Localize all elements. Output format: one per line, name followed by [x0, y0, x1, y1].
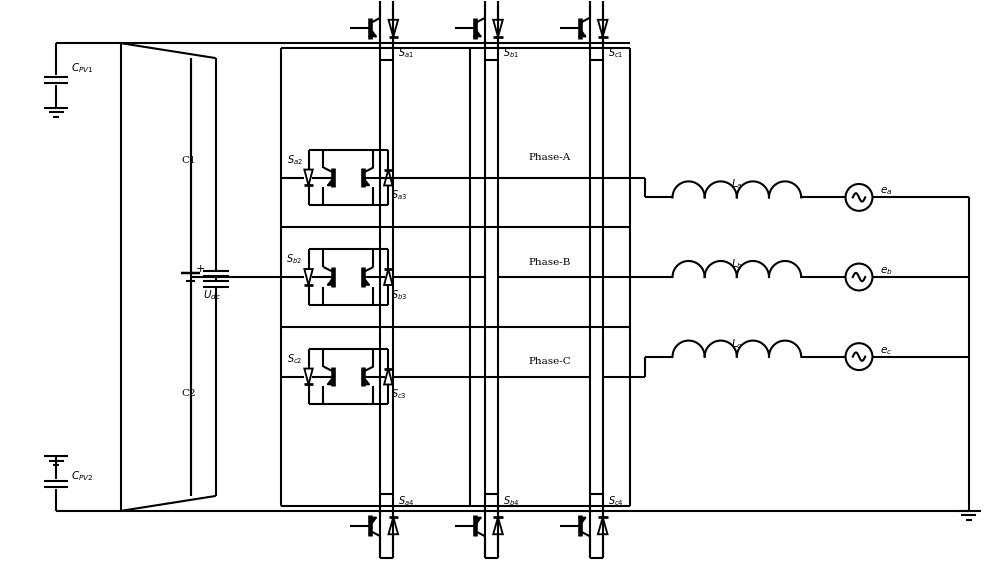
- Text: $L_b$: $L_b$: [731, 257, 743, 271]
- Text: $e_a$: $e_a$: [880, 185, 892, 197]
- Text: $S_{a1}$: $S_{a1}$: [398, 46, 414, 60]
- Text: $S_{b3}$: $S_{b3}$: [391, 288, 408, 302]
- Text: C2: C2: [181, 389, 196, 398]
- Text: $S_{c4}$: $S_{c4}$: [608, 494, 624, 508]
- Text: $S_{b1}$: $S_{b1}$: [503, 46, 519, 60]
- Text: $e_b$: $e_b$: [880, 265, 893, 277]
- Text: $C_{PV1}$: $C_{PV1}$: [71, 61, 94, 75]
- Text: $S_{a3}$: $S_{a3}$: [391, 188, 407, 202]
- Text: Phase-C: Phase-C: [528, 357, 571, 366]
- Text: $S_{c1}$: $S_{c1}$: [608, 46, 623, 60]
- Text: $S_{b2}$: $S_{b2}$: [286, 252, 303, 266]
- Text: Phase-A: Phase-A: [529, 153, 571, 162]
- Text: Phase-B: Phase-B: [529, 257, 571, 266]
- Text: C1: C1: [181, 156, 196, 165]
- Text: $S_{a4}$: $S_{a4}$: [398, 494, 415, 508]
- Text: $L_c$: $L_c$: [731, 337, 743, 351]
- Text: $e_c$: $e_c$: [880, 345, 892, 356]
- Text: $S_{c3}$: $S_{c3}$: [391, 388, 407, 401]
- Text: $S_{c2}$: $S_{c2}$: [287, 352, 303, 365]
- Text: $S_{a2}$: $S_{a2}$: [287, 153, 303, 166]
- Text: $U_{dc}$: $U_{dc}$: [203, 288, 221, 302]
- Text: $S_{b4}$: $S_{b4}$: [503, 494, 519, 508]
- Text: +: +: [196, 264, 206, 274]
- Text: $C_{PV2}$: $C_{PV2}$: [71, 469, 94, 483]
- Text: $L_a$: $L_a$: [731, 178, 743, 192]
